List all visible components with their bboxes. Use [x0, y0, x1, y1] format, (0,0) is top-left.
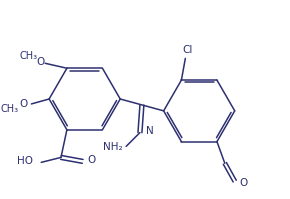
Text: N: N [146, 126, 154, 136]
Text: CH₃: CH₃ [19, 51, 37, 61]
Text: HO: HO [17, 156, 33, 166]
Text: O: O [36, 57, 44, 67]
Text: O: O [88, 155, 96, 165]
Text: O: O [19, 99, 28, 109]
Text: O: O [240, 178, 248, 188]
Text: Cl: Cl [182, 45, 193, 56]
Text: NH₂: NH₂ [103, 142, 122, 152]
Text: CH₃: CH₃ [1, 104, 19, 114]
